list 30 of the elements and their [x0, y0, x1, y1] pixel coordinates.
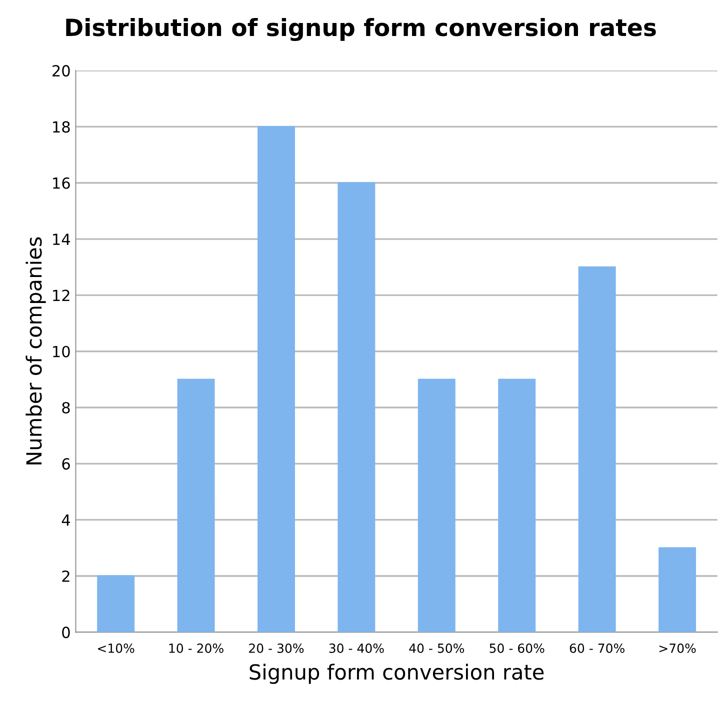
- y-tick-label: 8: [62, 402, 70, 414]
- bar: [578, 266, 616, 632]
- x-tick-label: 40 - 50%: [409, 643, 464, 653]
- y-tick-label: 14: [53, 234, 70, 245]
- x-axis-title: Signup form conversion rate: [250, 664, 544, 684]
- y-tick-label: 16: [53, 177, 70, 189]
- x-tick-label: 60 - 70%: [570, 643, 624, 653]
- y-tick-label: 4: [62, 514, 70, 526]
- x-tick-label: >70%: [659, 643, 696, 653]
- y-tick-label: 20: [52, 65, 70, 77]
- bar: [177, 378, 215, 632]
- y-tick-label: 2: [62, 570, 70, 582]
- chart-title: Distribution of signup form conversion rates: [66, 18, 656, 42]
- x-tick-label: 50 - 60%: [490, 643, 544, 653]
- y-tick-label: 18: [53, 121, 70, 133]
- bar: [97, 575, 135, 632]
- bar: [257, 126, 295, 632]
- y-tick-label: 10: [53, 346, 70, 358]
- bar: [658, 547, 696, 632]
- y-tick-label: 0: [62, 626, 70, 638]
- x-tick-label: 30 - 40%: [329, 643, 384, 653]
- bar: [338, 182, 376, 632]
- x-tick-label: <10%: [98, 643, 134, 653]
- bar: [418, 378, 456, 632]
- y-tick-label: 12: [53, 290, 70, 302]
- y-axis-title: Number of companies: [26, 237, 46, 464]
- y-tick-label: 6: [62, 458, 70, 470]
- x-tick-label: 10 - 20%: [169, 643, 224, 653]
- bar: [498, 378, 536, 632]
- x-tick-label: 20 - 30%: [249, 643, 304, 653]
